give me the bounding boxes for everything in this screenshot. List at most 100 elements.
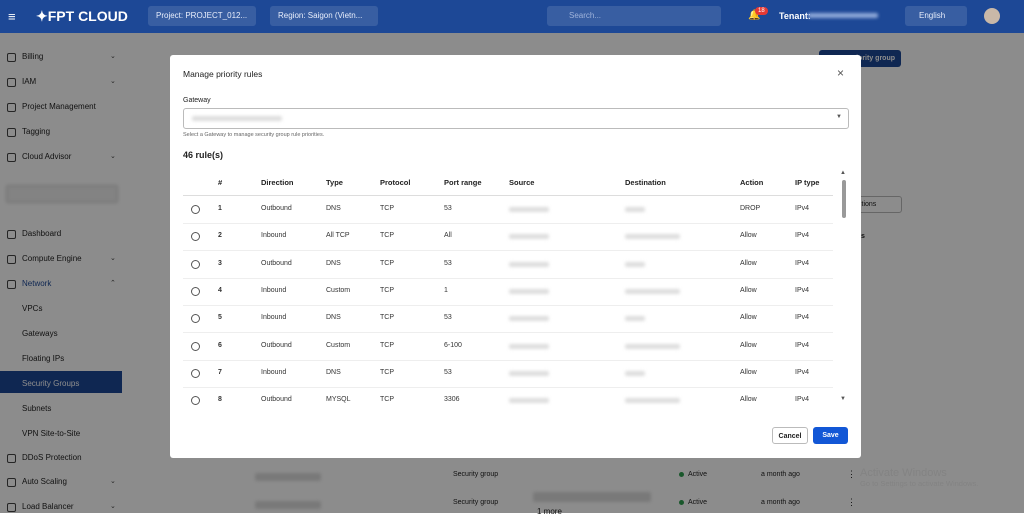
column-header: Destination bbox=[625, 178, 666, 187]
row-radio[interactable] bbox=[191, 396, 200, 406]
row-type: Security group bbox=[453, 499, 499, 506]
chevron: ⌄ bbox=[110, 255, 116, 262]
close-button[interactable]: × bbox=[837, 66, 845, 80]
blurred-cell bbox=[509, 343, 549, 349]
cell: Outbound bbox=[261, 259, 292, 267]
bell-icon[interactable]: 🔔 bbox=[748, 10, 761, 21]
menu-icon bbox=[7, 255, 16, 264]
cell: IPv4 bbox=[795, 205, 810, 212]
row-radio[interactable] bbox=[191, 286, 200, 296]
cell: Allow bbox=[740, 396, 757, 404]
menu-item[interactable]: Auto Scaling bbox=[22, 477, 67, 486]
submenu-item[interactable]: VPCs bbox=[22, 304, 43, 313]
submenu-item[interactable]: Floating IPs bbox=[22, 354, 65, 363]
brand[interactable]: ✦FPT CLOUD bbox=[36, 8, 128, 24]
chevron: ⌄ bbox=[110, 503, 116, 510]
menu-icon[interactable]: ≡ bbox=[8, 9, 16, 24]
region-select[interactable]: Region: Saigon (Vietn... bbox=[270, 6, 378, 26]
blurred-cell bbox=[509, 234, 549, 240]
column-header: Protocol bbox=[380, 178, 411, 187]
cell: Outbound bbox=[261, 341, 292, 349]
cell: TCP bbox=[380, 368, 394, 376]
cell: IPv4 bbox=[795, 232, 810, 240]
menu-icon bbox=[7, 478, 16, 487]
submenu-item[interactable]: Security Groups bbox=[22, 379, 80, 388]
rules-table: # Direction Type Protocol Port range Source De… bbox=[183, 170, 843, 406]
modal-title: Manage priority rules bbox=[183, 69, 263, 79]
active-item-bg bbox=[0, 371, 122, 393]
submenu-item[interactable]: VPN Site-to-Site bbox=[22, 429, 81, 438]
row-radio[interactable] bbox=[191, 259, 200, 269]
menu-item[interactable]: Project Management bbox=[22, 102, 96, 111]
menu-item[interactable]: Cloud Advisor bbox=[22, 152, 72, 161]
cell: Allow bbox=[740, 341, 757, 349]
cell: IPv4 bbox=[795, 259, 810, 267]
chevron: ⌃ bbox=[110, 280, 116, 287]
cell: All TCP bbox=[326, 232, 350, 240]
save-button[interactable]: Save bbox=[813, 427, 848, 444]
submenu-item[interactable]: Subnets bbox=[22, 404, 52, 413]
blurred-cell bbox=[509, 261, 549, 267]
cell: 4 bbox=[218, 286, 222, 294]
menu-item[interactable]: DDoS Protection bbox=[22, 453, 82, 462]
menu-item[interactable]: Dashboard bbox=[22, 229, 62, 238]
cell: Inbound bbox=[261, 314, 287, 322]
row-radio[interactable] bbox=[191, 368, 200, 378]
cell: TCP bbox=[380, 232, 394, 240]
row-radio[interactable] bbox=[191, 205, 200, 214]
cancel-button[interactable]: Cancel bbox=[772, 427, 808, 444]
blurred-cell bbox=[625, 288, 680, 294]
menu-item[interactable]: Tagging bbox=[22, 127, 51, 136]
cell: 1 bbox=[218, 205, 222, 212]
cell: DROP bbox=[740, 205, 761, 212]
sidebar: Billing ⌄ IAM ⌄ Project Management Tagging Clo… bbox=[0, 33, 134, 513]
header-divider bbox=[183, 195, 833, 196]
scroll-down[interactable]: ▼ bbox=[840, 396, 846, 402]
column-header: Port range bbox=[444, 178, 482, 187]
row-divider bbox=[183, 223, 833, 224]
menu-item[interactable]: IAM bbox=[22, 77, 37, 86]
language-select[interactable]: English bbox=[905, 6, 967, 26]
column-hint: s bbox=[861, 233, 865, 240]
menu-icon bbox=[7, 78, 16, 87]
cell: 3 bbox=[218, 259, 222, 267]
gateway-value bbox=[192, 116, 282, 121]
cell: TCP bbox=[380, 341, 394, 349]
column-header: Type bbox=[326, 178, 343, 187]
row-radio[interactable] bbox=[191, 341, 200, 351]
row-radio[interactable] bbox=[191, 232, 200, 242]
menu-item[interactable]: Network bbox=[22, 279, 52, 288]
row-divider bbox=[183, 359, 833, 361]
menu-item[interactable]: Load Balancer bbox=[22, 502, 74, 511]
gateway-select[interactable]: ▼ bbox=[183, 108, 849, 129]
cell: 6-100 bbox=[444, 341, 462, 349]
tenant-value[interactable] bbox=[808, 13, 878, 18]
cell: All bbox=[444, 232, 452, 240]
scrollbar-thumb[interactable] bbox=[842, 180, 846, 218]
row-menu[interactable]: ⋮ bbox=[847, 469, 856, 479]
search-box[interactable]: Search... bbox=[547, 6, 721, 26]
menu-item[interactable]: Billing bbox=[22, 52, 44, 61]
scroll-up[interactable]: ▲ bbox=[840, 170, 846, 176]
cell: Allow bbox=[740, 368, 757, 376]
cell: 53 bbox=[444, 314, 452, 322]
row-menu[interactable]: ⋮ bbox=[847, 497, 856, 507]
column-header: Source bbox=[509, 178, 535, 187]
cell: 6 bbox=[218, 341, 222, 349]
avatar[interactable] bbox=[984, 8, 1000, 24]
menu-icon bbox=[7, 230, 16, 239]
row-radio[interactable] bbox=[191, 314, 200, 324]
cell: TCP bbox=[380, 205, 394, 212]
notification-badge: 18 bbox=[755, 7, 768, 15]
project-select[interactable] bbox=[6, 185, 118, 203]
project-select[interactable]: Project: PROJECT_012... bbox=[148, 6, 256, 26]
row-divider bbox=[183, 304, 833, 306]
cell: Custom bbox=[326, 341, 351, 349]
submenu-item[interactable]: Gateways bbox=[22, 329, 58, 338]
cell: MYSQL bbox=[326, 396, 351, 404]
chevron: ⌄ bbox=[110, 153, 116, 160]
menu-icon bbox=[7, 128, 16, 137]
row-divider bbox=[183, 250, 833, 252]
menu-item[interactable]: Compute Engine bbox=[22, 254, 82, 263]
cell: TCP bbox=[380, 314, 394, 322]
